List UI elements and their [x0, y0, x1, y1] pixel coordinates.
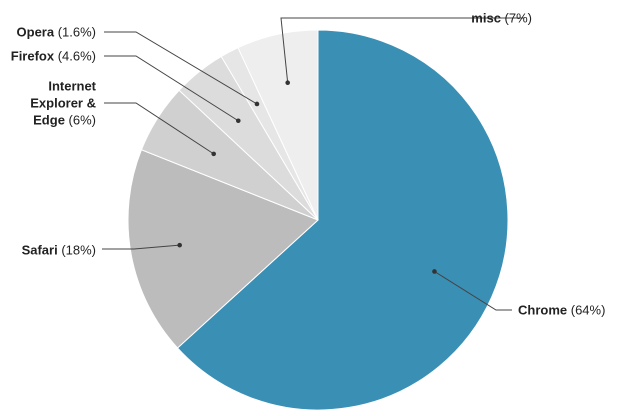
slice-label-misc: misc (7%): [471, 11, 532, 26]
slice-label-safari: Safari (18%): [22, 243, 96, 258]
leader-dot-chrome: [432, 269, 437, 274]
slice-label-line: Explorer &: [30, 96, 96, 111]
slice-label-internet-explorer-edge: Internet Explorer & Edge (6%): [30, 79, 96, 128]
slice-label-line: Firefox (4.6%): [11, 49, 96, 64]
leader-dot-misc: [285, 80, 290, 86]
slice-label-line: Edge (6%): [33, 113, 96, 128]
pie-slice-safari: [127, 149, 319, 349]
pie-slice-chrome: [176, 29, 509, 411]
slice-name: Firefox: [11, 49, 55, 64]
leader-line-opera: [104, 31, 258, 105]
slice-value: (18%): [58, 243, 96, 258]
slice-value: (6%): [65, 113, 96, 128]
slice-value: (64%): [567, 303, 605, 318]
slice-label-firefox: Firefox (4.6%): [11, 49, 96, 64]
slice-name: misc: [471, 11, 501, 26]
leader-line-internet-explorer-edge: [104, 102, 214, 155]
pie-slice-misc: [237, 29, 319, 221]
slice-label-opera: Opera (1.6%): [17, 25, 96, 40]
slice-label-line: misc (7%): [471, 11, 532, 26]
slice-name: Internet: [48, 79, 96, 94]
slice-label-line: Safari (18%): [22, 243, 96, 258]
pie-labels: Chrome (64%) Safari (18%) Internet Explorer…: [11, 11, 606, 318]
slice-value: (1.6%): [54, 25, 96, 40]
leader-dot-safari: [177, 242, 182, 248]
slice-name: Chrome: [518, 303, 567, 318]
slice-name: Explorer &: [30, 96, 96, 111]
slice-label-line: Opera (1.6%): [17, 25, 96, 40]
leader-dot-internet-explorer-edge: [211, 151, 216, 157]
leader-line-misc: [280, 17, 524, 83]
pie-slices: [127, 29, 509, 411]
leader-dot-opera: [254, 101, 260, 107]
leader-line-firefox: [104, 55, 239, 122]
slice-name: Edge: [33, 113, 65, 128]
leader-dot-firefox: [235, 118, 241, 124]
slice-label-line: Chrome (64%): [518, 303, 605, 318]
slice-value: (7%): [501, 11, 532, 26]
leader-line-safari: [102, 244, 180, 250]
slice-value: (4.6%): [54, 49, 96, 64]
leader-line-chrome: [434, 271, 512, 311]
slice-label-chrome: Chrome (64%): [518, 303, 605, 318]
slice-name: Opera: [17, 25, 55, 40]
slice-name: Safari: [22, 243, 58, 258]
slice-label-line: Internet: [48, 79, 96, 94]
